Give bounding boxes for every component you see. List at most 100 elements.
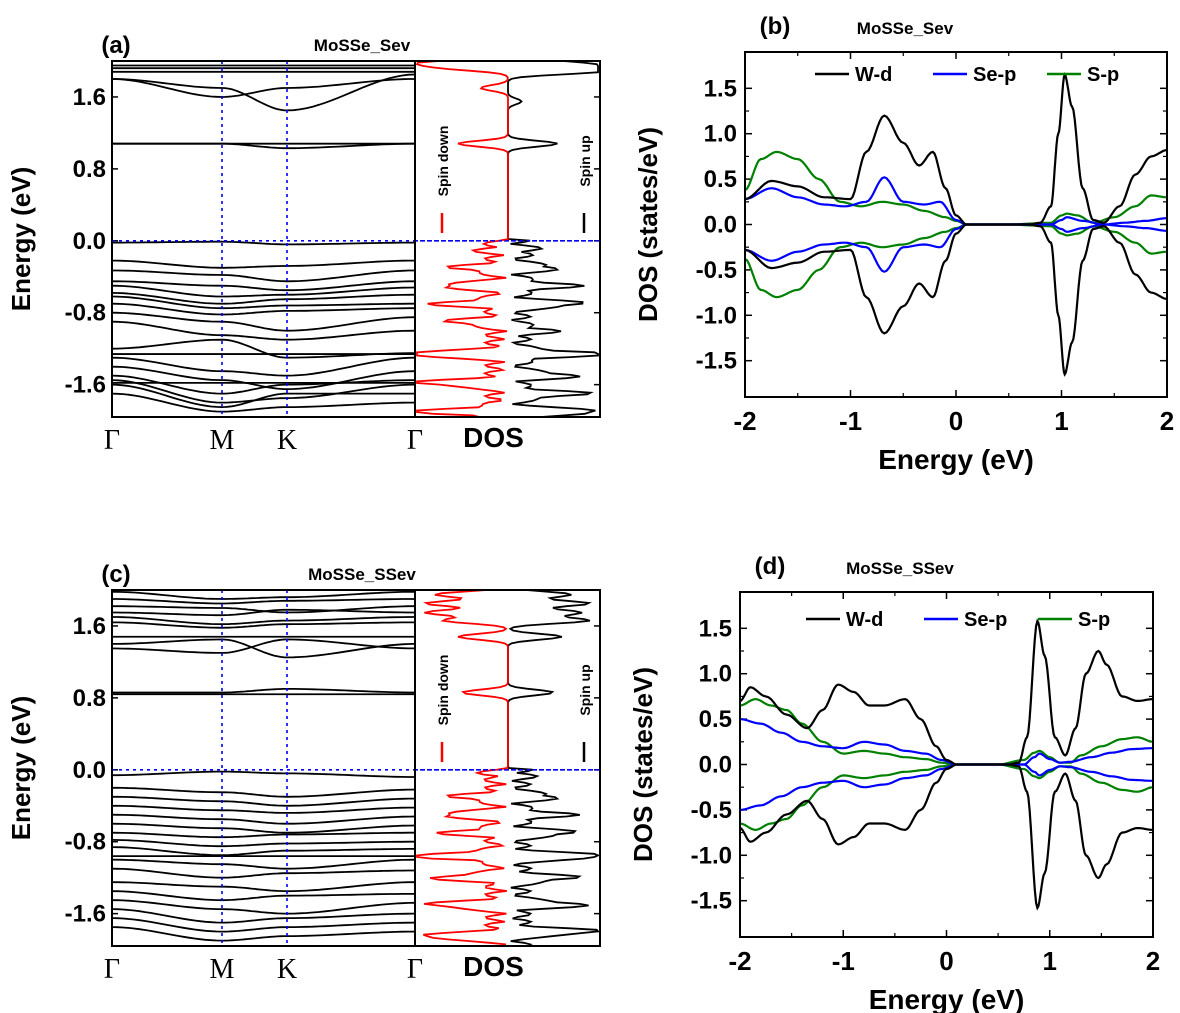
spin-up-s-p-line xyxy=(739,697,1154,766)
x-tick-label: 0 xyxy=(949,406,963,436)
band-line xyxy=(112,605,415,614)
plot-frame xyxy=(111,589,601,947)
panel-label: (d) xyxy=(755,553,786,580)
spin-up-w-d-line xyxy=(744,72,1168,226)
legend-label: S-p xyxy=(1078,609,1110,631)
spin-down-s-p-line xyxy=(739,763,1154,832)
band-line xyxy=(112,608,415,617)
band-line xyxy=(112,338,415,359)
panel-label: (a) xyxy=(101,32,130,59)
x-tick-label: 2 xyxy=(1146,946,1160,976)
legend-label: Se-p xyxy=(973,64,1016,86)
spin-up-label: Spin up xyxy=(577,664,593,715)
y-tick-label: -1.0 xyxy=(691,842,732,869)
y-tick-label: -1.0 xyxy=(696,302,737,329)
band-line xyxy=(112,269,415,283)
x-tick-label: -2 xyxy=(728,946,751,976)
y-tick-label: 0.5 xyxy=(699,706,732,733)
spin-up-s-p-line xyxy=(744,150,1168,226)
y-tick-label: -1.6 xyxy=(65,901,106,928)
spin-down-w-d-line xyxy=(744,223,1168,377)
spin-down-label: Spin down xyxy=(435,655,451,726)
band-line xyxy=(112,383,415,409)
y-tick-label: 0.0 xyxy=(704,212,737,239)
y-tick-label: 0.5 xyxy=(704,166,737,193)
band-line xyxy=(112,822,415,834)
y-axis-label: DOS (states/eV) xyxy=(633,127,663,322)
spin-up-se-p-line xyxy=(744,176,1168,226)
band-line xyxy=(112,795,415,807)
band-line xyxy=(112,638,415,654)
y-tick-label: 1.5 xyxy=(699,615,732,642)
plot-frame xyxy=(111,60,601,418)
band-line xyxy=(112,867,415,879)
band-line xyxy=(112,311,415,332)
dos-spin-down-line xyxy=(416,589,509,947)
band-line xyxy=(112,899,415,915)
band-line xyxy=(112,590,415,600)
kpoint-label: K xyxy=(277,954,297,985)
band-line xyxy=(112,356,415,377)
kpoint-label: Γ xyxy=(104,425,120,456)
band-line xyxy=(112,374,415,395)
x-tick-label: 1 xyxy=(1054,406,1068,436)
band-line xyxy=(112,890,415,902)
x-tick-label: 2 xyxy=(1160,406,1174,436)
y-tick-label: -1.5 xyxy=(696,348,737,375)
legend-label: S-p xyxy=(1087,64,1119,86)
y-tick-label: -0.5 xyxy=(691,797,732,824)
spin-down-label: Spin down xyxy=(435,126,451,197)
band-line xyxy=(112,786,415,798)
dos-spin-up-line xyxy=(507,589,601,947)
y-tick-label: 0.8 xyxy=(73,685,106,712)
panel-label: (b) xyxy=(760,13,791,40)
band-line xyxy=(112,688,415,694)
dos-spin-down-line xyxy=(415,60,509,418)
band-line xyxy=(112,78,415,98)
y-tick-label: 1.5 xyxy=(704,75,737,102)
panel-title: MoSSe_Sev xyxy=(314,36,411,55)
panel-title: MoSSe_SSev xyxy=(308,565,416,584)
band-line xyxy=(112,259,415,269)
bands-group xyxy=(112,590,415,942)
dos-axis-label: DOS xyxy=(463,951,524,982)
spin-up-w-d-line xyxy=(739,618,1154,766)
dos-spin-up-line xyxy=(507,60,599,418)
band-line xyxy=(112,770,415,778)
spin-down-se-p-line xyxy=(744,223,1168,273)
spin-up-label: Spin up xyxy=(577,135,593,186)
band-line xyxy=(112,392,415,413)
legend-label: W-d xyxy=(846,609,883,631)
band-line xyxy=(112,839,415,848)
x-axis-label: Energy (eV) xyxy=(878,444,1034,475)
band-line xyxy=(112,365,415,390)
y-axis-label: Energy (eV) xyxy=(6,696,36,841)
band-line xyxy=(112,302,415,316)
x-tick-label: 0 xyxy=(939,946,953,976)
y-tick-label: 1.0 xyxy=(704,121,737,148)
band-line xyxy=(112,280,415,292)
spin-down-w-d-line xyxy=(739,763,1154,911)
band-line xyxy=(112,142,415,150)
band-line xyxy=(112,621,415,629)
kpoint-label: Γ xyxy=(407,425,423,456)
band-line xyxy=(112,598,415,605)
y-tick-label: 0.8 xyxy=(73,156,106,183)
y-tick-label: 0.0 xyxy=(73,228,106,255)
x-tick-label: -1 xyxy=(839,406,862,436)
band-line xyxy=(112,917,415,933)
kpoint-label: M xyxy=(210,954,235,985)
band-line xyxy=(112,908,415,924)
band-line xyxy=(112,638,415,659)
y-axis-label: DOS (states/eV) xyxy=(628,667,658,862)
kpoint-label: M xyxy=(210,425,235,456)
band-line xyxy=(112,73,415,112)
band-line xyxy=(112,813,415,825)
legend-label: Se-p xyxy=(964,609,1007,631)
y-tick-label: -0.8 xyxy=(65,300,106,327)
y-tick-label: -1.6 xyxy=(65,372,106,399)
spin-down-s-p-line xyxy=(744,223,1168,299)
band-line xyxy=(112,804,415,814)
y-tick-label: 1.6 xyxy=(73,613,106,640)
